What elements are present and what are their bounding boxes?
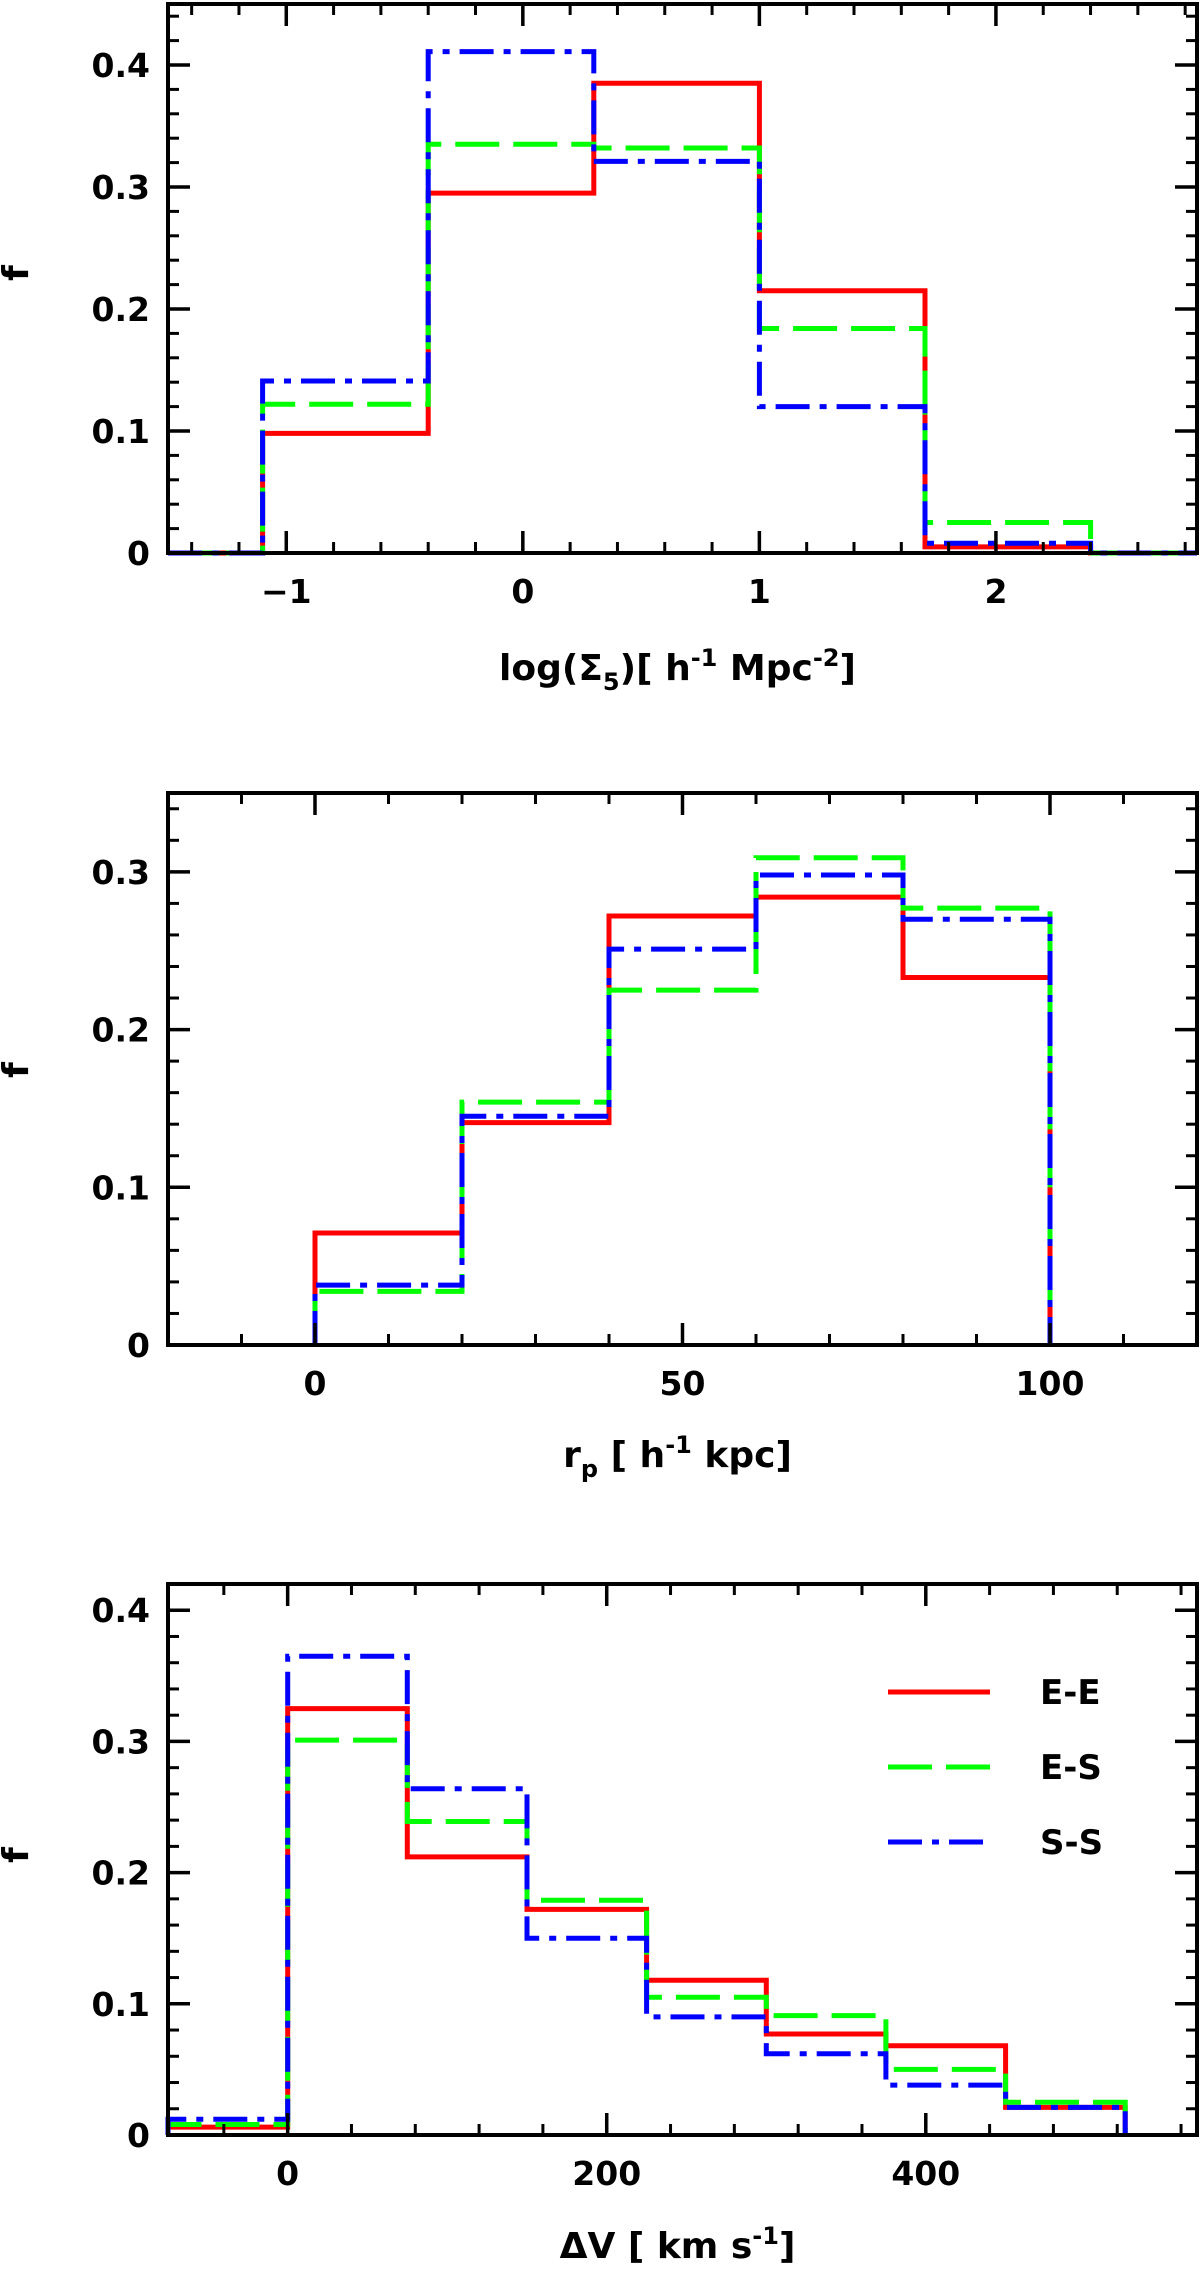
plot-frame [166,1582,1199,2137]
panel-3: 0 200 400 0 0.1 0.2 0.3 0.4 f ΔV [ km s-1] E-E E-S S… [0,1582,1199,2267]
legend: E-E E-S S-S [888,1673,1103,1863]
series-e-s-panel-1 [168,141,1197,556]
x-tick-label: 1 [748,572,771,611]
x-tick-label: −1 [261,572,312,611]
x-tick-label: 50 [660,1364,706,1403]
y-axis-label: f [0,265,37,281]
y-tick-label: 0.1 [92,1985,150,2024]
y-axis-label: f [0,1847,37,1863]
panel-2: 0 50 100 0 0.1 0.2 0.3 f rp [ h-1 kpc] [0,791,1199,1483]
y-tick-label: 0 [127,2116,150,2155]
y-tick-label: 0.1 [92,1168,150,1207]
x-tick-label: 0 [511,572,534,611]
x-tick-label: 0 [276,2154,299,2193]
y-tick-label: 0 [127,534,150,573]
y-tick-label: 0.2 [92,1854,150,1893]
y-tick-label: 0.4 [92,46,150,85]
legend-label-s-s: S-S [1040,1823,1103,1863]
y-tick-label: 0.2 [92,1011,150,1050]
x-tick-label: 400 [891,2154,960,2193]
y-tick-label: 0.4 [92,1591,150,1630]
y-tick-label: 0.3 [92,168,150,207]
x-tick-label: 0 [304,1364,327,1403]
plot-frame [166,2,1199,555]
y-tick-label: 0.3 [92,1722,150,1761]
series-e-e-panel-2 [312,894,1053,1345]
y-tick-label: 0.2 [92,290,150,329]
series-e-e-panel-1 [168,80,1197,556]
x-axis-label: rp [ h-1 kpc] [563,1431,792,1483]
legend-label-e-s: E-S [1040,1748,1102,1788]
y-tick-label: 0 [127,1326,150,1365]
plot-frame [166,791,1199,1347]
x-axis-label: ΔV [ km s-1] [560,2222,796,2267]
x-tick-label: 100 [1016,1364,1085,1403]
series-s-s-panel-1 [168,49,1197,556]
legend-label-e-e: E-E [1040,1673,1101,1713]
x-tick-label: 2 [984,572,1007,611]
y-tick-label: 0.1 [92,412,150,451]
series-e-s-panel-2 [312,855,1053,1345]
x-tick-label: 200 [572,2154,641,2193]
y-tick-label: 0.3 [92,853,150,892]
series-s-s-panel-2 [312,872,1053,1345]
series-s-s-panel-3 [165,1653,1128,2135]
y-axis-label: f [0,1062,37,1078]
panel-1: −1 0 1 2 0 0.1 0.2 0.3 0.4 f log(Σ5)[ h-1 Mpc-2] [0,2,1199,696]
x-axis-label: log(Σ5)[ h-1 Mpc-2] [499,644,856,696]
